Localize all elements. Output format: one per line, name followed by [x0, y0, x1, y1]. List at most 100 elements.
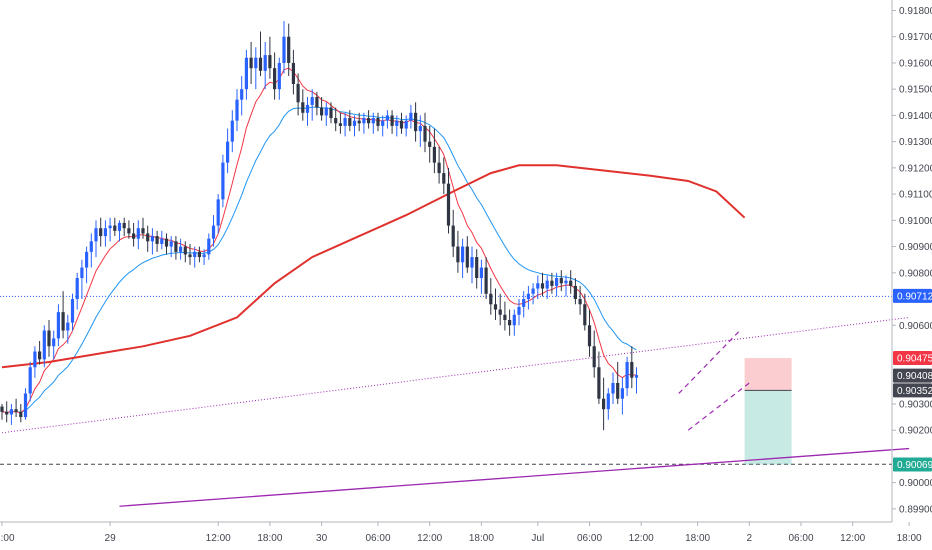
candle-body[interactable]	[475, 257, 479, 279]
candle-body[interactable]	[625, 361, 629, 389]
candle-body[interactable]	[484, 267, 488, 294]
candle-body[interactable]	[254, 57, 258, 69]
candle-body[interactable]	[155, 236, 159, 244]
candle-body[interactable]	[160, 238, 164, 244]
candle-body[interactable]	[569, 280, 573, 286]
candle-body[interactable]	[56, 312, 60, 339]
candle-body[interactable]	[362, 118, 366, 124]
candle-body[interactable]	[531, 288, 535, 294]
candle-body[interactable]	[305, 104, 310, 113]
candle-body[interactable]	[244, 57, 248, 90]
position-stop-zone[interactable]	[744, 358, 792, 391]
candle-body[interactable]	[508, 320, 512, 326]
trendline-dotted[interactable]	[1, 316, 910, 434]
candle-body[interactable]	[367, 118, 371, 124]
candle-body[interactable]	[108, 225, 112, 229]
candle-body[interactable]	[226, 141, 230, 163]
candle-body[interactable]	[338, 123, 342, 126]
candle-body[interactable]	[540, 283, 545, 289]
candle-body[interactable]	[258, 57, 263, 71]
ma-blue-line[interactable]	[1, 106, 637, 413]
candle-body[interactable]	[376, 118, 380, 126]
candle-body[interactable]	[324, 107, 328, 116]
candle-body[interactable]	[80, 267, 84, 279]
candle-body[interactable]	[287, 36, 291, 63]
candle-body[interactable]	[273, 68, 277, 90]
candle-body[interactable]	[555, 278, 559, 286]
candle-body[interactable]	[334, 118, 338, 124]
candle-body[interactable]	[343, 118, 347, 126]
candle-body[interactable]	[451, 225, 455, 247]
candle-body[interactable]	[75, 278, 79, 300]
candle-body[interactable]	[498, 309, 502, 315]
candle-body[interactable]	[371, 118, 375, 124]
candle-body[interactable]	[282, 36, 286, 63]
candle-body[interactable]	[522, 299, 526, 307]
candle-body[interactable]	[583, 304, 587, 326]
candle-body[interactable]	[52, 338, 56, 347]
price-label-badge[interactable]	[893, 351, 932, 366]
candle-body[interactable]	[592, 346, 596, 368]
candle-body[interactable]	[437, 162, 441, 174]
channel-lower-line[interactable]	[687, 382, 750, 431]
candle-body[interactable]	[197, 251, 201, 258]
candle-body[interactable]	[385, 115, 389, 121]
candle-body[interactable]	[489, 293, 493, 305]
candle-body[interactable]	[0, 406, 4, 412]
candle-body[interactable]	[428, 141, 432, 147]
candle-body[interactable]	[47, 330, 51, 347]
candle-body[interactable]	[352, 120, 357, 126]
candle-body[interactable]	[249, 57, 253, 69]
candle-body[interactable]	[357, 120, 361, 124]
candle-body[interactable]	[207, 238, 211, 255]
candle-body[interactable]	[99, 228, 103, 237]
candle-body[interactable]	[320, 107, 324, 116]
candle-body[interactable]	[136, 228, 140, 239]
candle-body[interactable]	[211, 225, 216, 239]
candle-body[interactable]	[348, 118, 352, 126]
candle-body[interactable]	[164, 238, 169, 247]
candle-body[interactable]	[216, 199, 220, 226]
candle-body[interactable]	[28, 367, 32, 394]
candle-body[interactable]	[587, 325, 592, 347]
candle-body[interactable]	[235, 99, 239, 121]
candle-body[interactable]	[536, 283, 540, 289]
candle-body[interactable]	[85, 251, 89, 268]
trendline-solid[interactable]	[119, 447, 910, 507]
candle-body[interactable]	[550, 280, 554, 286]
candle-body[interactable]	[399, 120, 404, 129]
candle-body[interactable]	[268, 55, 272, 69]
candle-body[interactable]	[113, 225, 117, 231]
candle-body[interactable]	[564, 280, 568, 284]
candle-body[interactable]	[545, 280, 549, 289]
candle-body[interactable]	[94, 228, 98, 242]
candle-body[interactable]	[66, 322, 70, 331]
candle-body[interactable]	[602, 398, 606, 410]
position-target-zone[interactable]	[744, 390, 792, 465]
candle-body[interactable]	[493, 304, 498, 310]
plot-area[interactable]	[0, 20, 910, 507]
candle-body[interactable]	[127, 228, 131, 234]
candle-body[interactable]	[301, 102, 305, 113]
candle-body[interactable]	[179, 246, 183, 252]
candle-body[interactable]	[634, 375, 639, 378]
time-axis[interactable]: 18:00 29 12:00 18:00 30 06:00 12:00 18:00 Jul 06:…	[0, 521, 922, 544]
candle-body[interactable]	[442, 173, 446, 184]
candle-body[interactable]	[230, 120, 234, 142]
candle-body[interactable]	[526, 293, 530, 300]
candle-body[interactable]	[14, 409, 18, 412]
candle-body[interactable]	[183, 246, 187, 255]
candle-body[interactable]	[103, 228, 107, 237]
candle-body[interactable]	[559, 278, 563, 284]
candle-body[interactable]	[291, 62, 295, 84]
candle-body[interactable]	[23, 393, 28, 418]
candle-body[interactable]	[630, 361, 634, 378]
ma-red-fast-line[interactable]	[1, 67, 637, 414]
candle-body[interactable]	[616, 382, 620, 399]
candle-body[interactable]	[597, 367, 601, 399]
candle-body[interactable]	[620, 388, 624, 399]
candle-body[interactable]	[404, 120, 408, 129]
candle-body[interactable]	[132, 233, 136, 239]
candle-body[interactable]	[122, 222, 126, 229]
